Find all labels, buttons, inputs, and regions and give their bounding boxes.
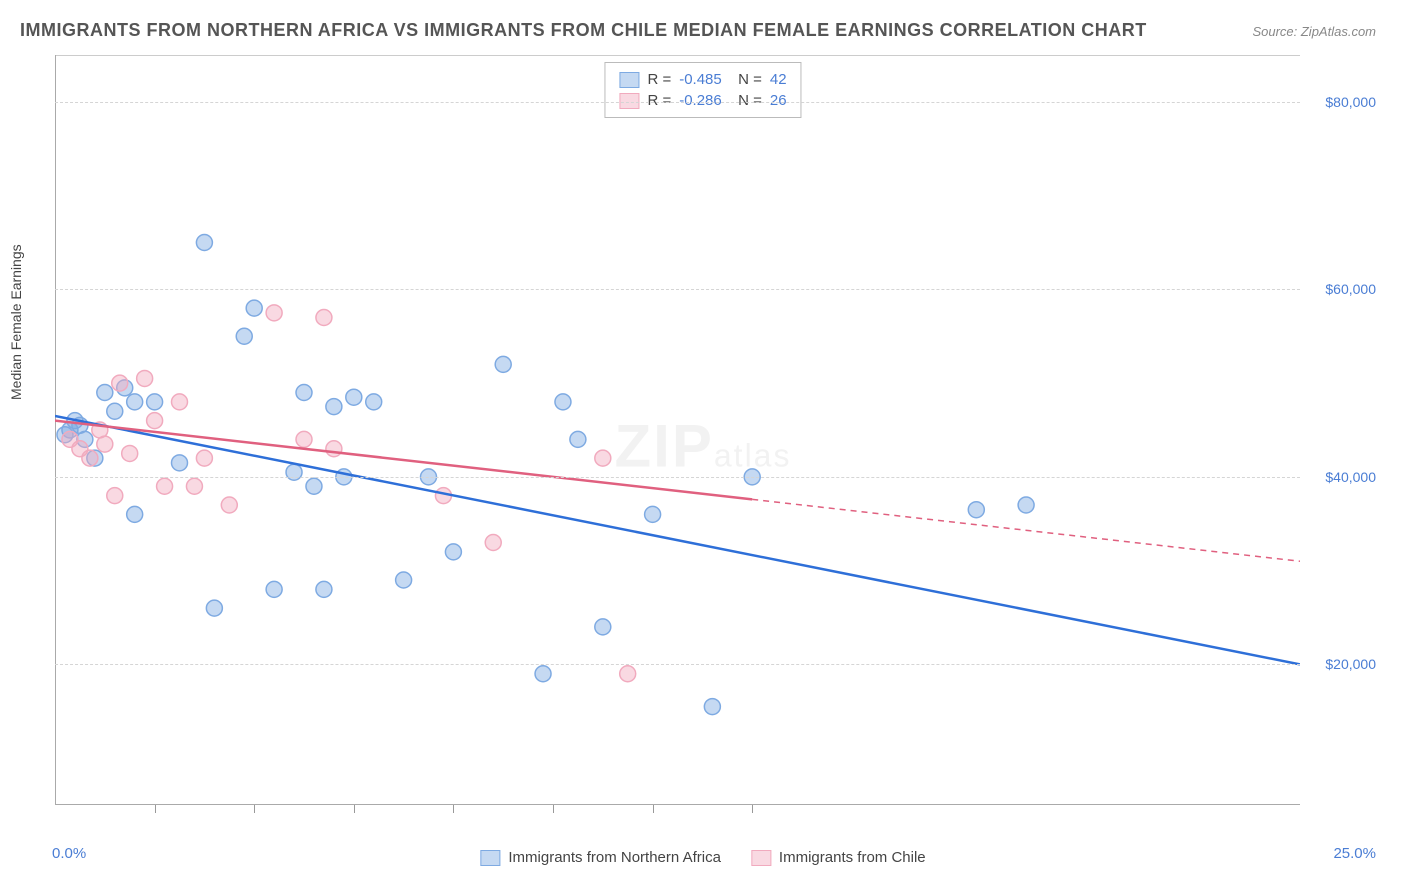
xtick-mark bbox=[254, 805, 255, 813]
data-point bbox=[1018, 497, 1034, 513]
series-legend: Immigrants from Northern Africa Immigran… bbox=[480, 849, 925, 866]
data-point bbox=[326, 441, 342, 457]
data-point bbox=[196, 450, 212, 466]
series-name-0: Immigrants from Northern Africa bbox=[508, 849, 721, 866]
data-point bbox=[296, 385, 312, 401]
swatch-bottom-1 bbox=[751, 850, 771, 866]
correlation-legend: R = -0.485 N = 42 R = -0.286 N = 26 bbox=[604, 62, 801, 118]
data-point bbox=[206, 600, 222, 616]
data-point bbox=[296, 431, 312, 447]
data-point bbox=[445, 544, 461, 560]
data-point bbox=[236, 328, 252, 344]
data-point bbox=[122, 445, 138, 461]
ytick-label: $20,000 bbox=[1325, 656, 1376, 672]
r-value-0: -0.485 bbox=[679, 71, 722, 88]
swatch-series-1 bbox=[619, 93, 639, 109]
data-point bbox=[306, 478, 322, 494]
xtick-mark bbox=[354, 805, 355, 813]
data-point bbox=[595, 450, 611, 466]
xtick-mark bbox=[155, 805, 156, 813]
legend-row-series-1: R = -0.286 N = 26 bbox=[619, 90, 786, 111]
data-point bbox=[366, 394, 382, 410]
xtick-mark bbox=[453, 805, 454, 813]
data-point bbox=[97, 385, 113, 401]
data-point bbox=[196, 235, 212, 251]
data-point bbox=[968, 502, 984, 518]
data-point bbox=[570, 431, 586, 447]
r-value-1: -0.286 bbox=[679, 92, 722, 109]
data-point bbox=[704, 699, 720, 715]
n-value-0: 42 bbox=[770, 71, 787, 88]
gridline bbox=[55, 289, 1300, 290]
data-point bbox=[620, 666, 636, 682]
data-point bbox=[137, 370, 153, 386]
data-point bbox=[396, 572, 412, 588]
data-point bbox=[107, 488, 123, 504]
data-point bbox=[495, 356, 511, 372]
data-point bbox=[172, 455, 188, 471]
legend-row-series-0: R = -0.485 N = 42 bbox=[619, 69, 786, 90]
data-point bbox=[316, 581, 332, 597]
legend-item-1: Immigrants from Chile bbox=[751, 849, 926, 866]
gridline bbox=[55, 664, 1300, 665]
data-point bbox=[246, 300, 262, 316]
y-axis-label: Median Female Earnings bbox=[8, 244, 24, 400]
gridline bbox=[55, 102, 1300, 103]
data-point bbox=[127, 506, 143, 522]
data-point bbox=[326, 399, 342, 415]
data-point bbox=[221, 497, 237, 513]
data-point bbox=[107, 403, 123, 419]
data-point bbox=[127, 394, 143, 410]
data-point bbox=[147, 413, 163, 429]
legend-item-0: Immigrants from Northern Africa bbox=[480, 849, 721, 866]
x-max-label: 25.0% bbox=[1333, 845, 1376, 862]
data-point bbox=[147, 394, 163, 410]
data-point bbox=[485, 535, 501, 551]
xtick-mark bbox=[653, 805, 654, 813]
data-point bbox=[595, 619, 611, 635]
source-label: Source: ZipAtlas.com bbox=[1252, 24, 1376, 39]
data-point bbox=[157, 478, 173, 494]
swatch-bottom-0 bbox=[480, 850, 500, 866]
chart-title: IMMIGRANTS FROM NORTHERN AFRICA VS IMMIG… bbox=[20, 20, 1147, 41]
gridline bbox=[55, 477, 1300, 478]
n-value-1: 26 bbox=[770, 92, 787, 109]
data-point bbox=[172, 394, 188, 410]
ytick-label: $40,000 bbox=[1325, 469, 1376, 485]
data-point bbox=[346, 389, 362, 405]
data-point bbox=[645, 506, 661, 522]
ytick-label: $80,000 bbox=[1325, 94, 1376, 110]
data-point bbox=[82, 450, 98, 466]
series-name-1: Immigrants from Chile bbox=[779, 849, 926, 866]
xtick-mark bbox=[553, 805, 554, 813]
data-point bbox=[555, 394, 571, 410]
data-point bbox=[535, 666, 551, 682]
data-point bbox=[316, 310, 332, 326]
data-point bbox=[266, 581, 282, 597]
data-point bbox=[97, 436, 113, 452]
data-point bbox=[266, 305, 282, 321]
ytick-label: $60,000 bbox=[1325, 281, 1376, 297]
x-min-label: 0.0% bbox=[52, 845, 86, 862]
data-point bbox=[186, 478, 202, 494]
chart-svg bbox=[55, 55, 1300, 805]
xtick-mark bbox=[752, 805, 753, 813]
swatch-series-0 bbox=[619, 72, 639, 88]
data-point bbox=[112, 375, 128, 391]
